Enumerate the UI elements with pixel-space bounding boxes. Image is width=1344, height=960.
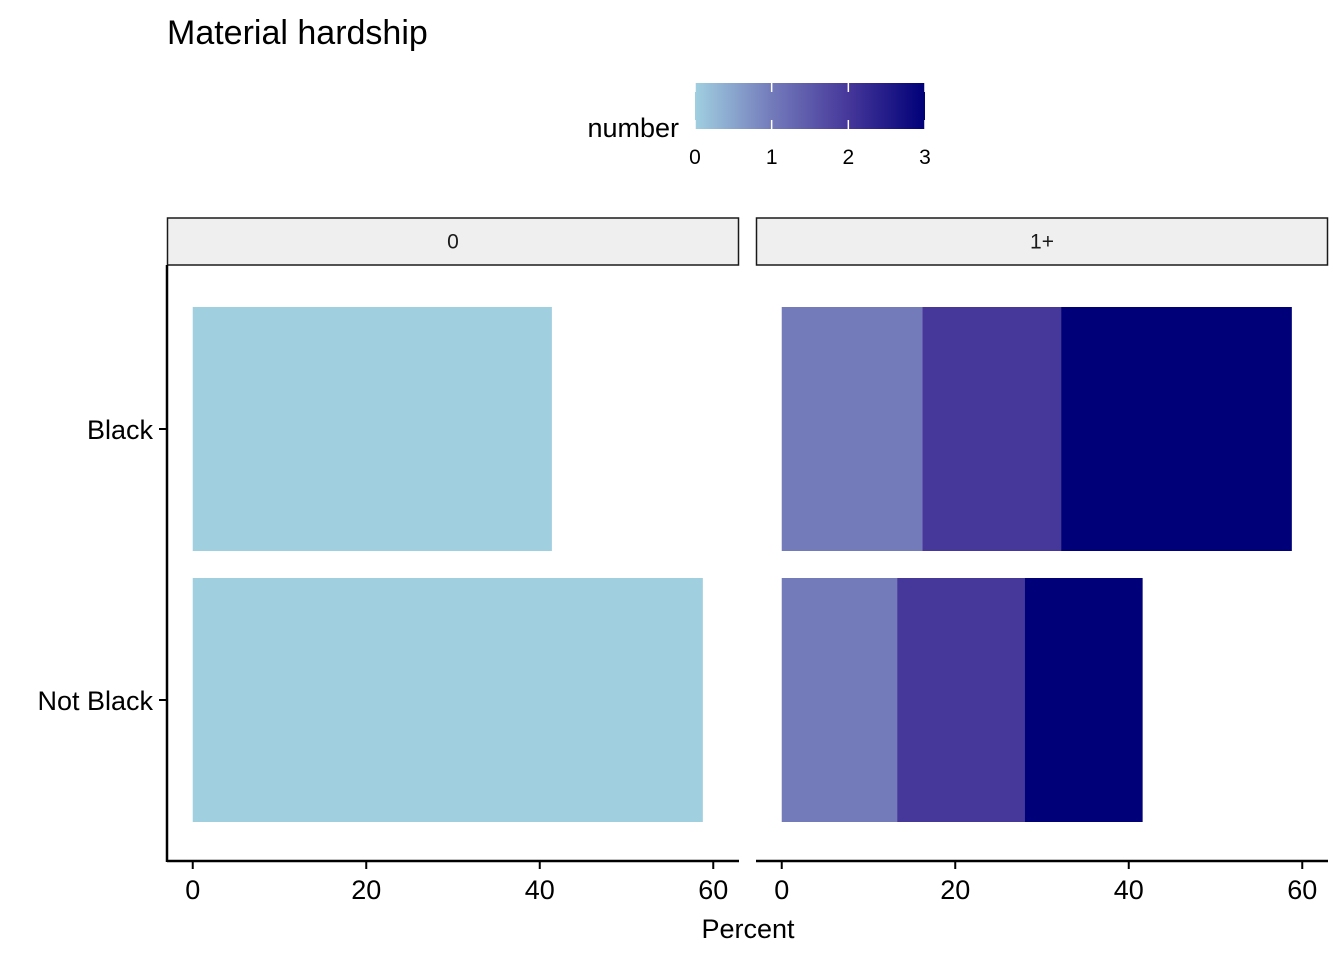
- chart-title: Material hardship: [167, 14, 428, 52]
- legend-tick-label: 1: [766, 146, 778, 169]
- x-tick-label: 40: [1114, 875, 1144, 905]
- x-tick-label: 60: [1287, 875, 1317, 905]
- facet-strip-label: 0: [447, 231, 459, 254]
- x-tick-label: 40: [525, 875, 555, 905]
- legend-tick-label: 0: [689, 146, 701, 169]
- bar-segment: [781, 307, 923, 551]
- panels: 0 0 20 40 60 Black Not Black 1+ 0 20 40 60: [37, 217, 1329, 905]
- facet-panel: 1+ 0 20 40 60: [755, 217, 1329, 905]
- x-tick-label: 60: [698, 875, 728, 905]
- bar-segment: [1024, 578, 1143, 822]
- x-tick-label: 0: [185, 875, 200, 905]
- legend-title: number: [587, 113, 679, 143]
- bar-segment: [192, 307, 552, 551]
- legend-tick-label: 2: [842, 146, 854, 169]
- facet-panel: 0 0 20 40 60 Black Not Black: [37, 217, 740, 905]
- bar-segment: [922, 307, 1062, 551]
- x-tick-label: 20: [351, 875, 381, 905]
- x-tick-label: 0: [774, 875, 789, 905]
- facet-strip: [755, 217, 1329, 266]
- bar-segment: [897, 578, 1025, 822]
- bar-segment: [1061, 307, 1292, 551]
- legend: number 0 1 2 3: [587, 83, 931, 169]
- legend-tick-label: 3: [919, 146, 931, 169]
- x-axis-title: Percent: [701, 914, 795, 944]
- x-tick-label: 20: [940, 875, 970, 905]
- facet-strip: [166, 217, 740, 266]
- legend-colorbar: [695, 83, 925, 129]
- facet-strip-label: 1+: [1030, 231, 1054, 254]
- bar-segment: [192, 578, 703, 822]
- bar-segment: [781, 578, 898, 822]
- y-tick-label: Not Black: [37, 686, 153, 716]
- y-tick-label: Black: [87, 415, 154, 445]
